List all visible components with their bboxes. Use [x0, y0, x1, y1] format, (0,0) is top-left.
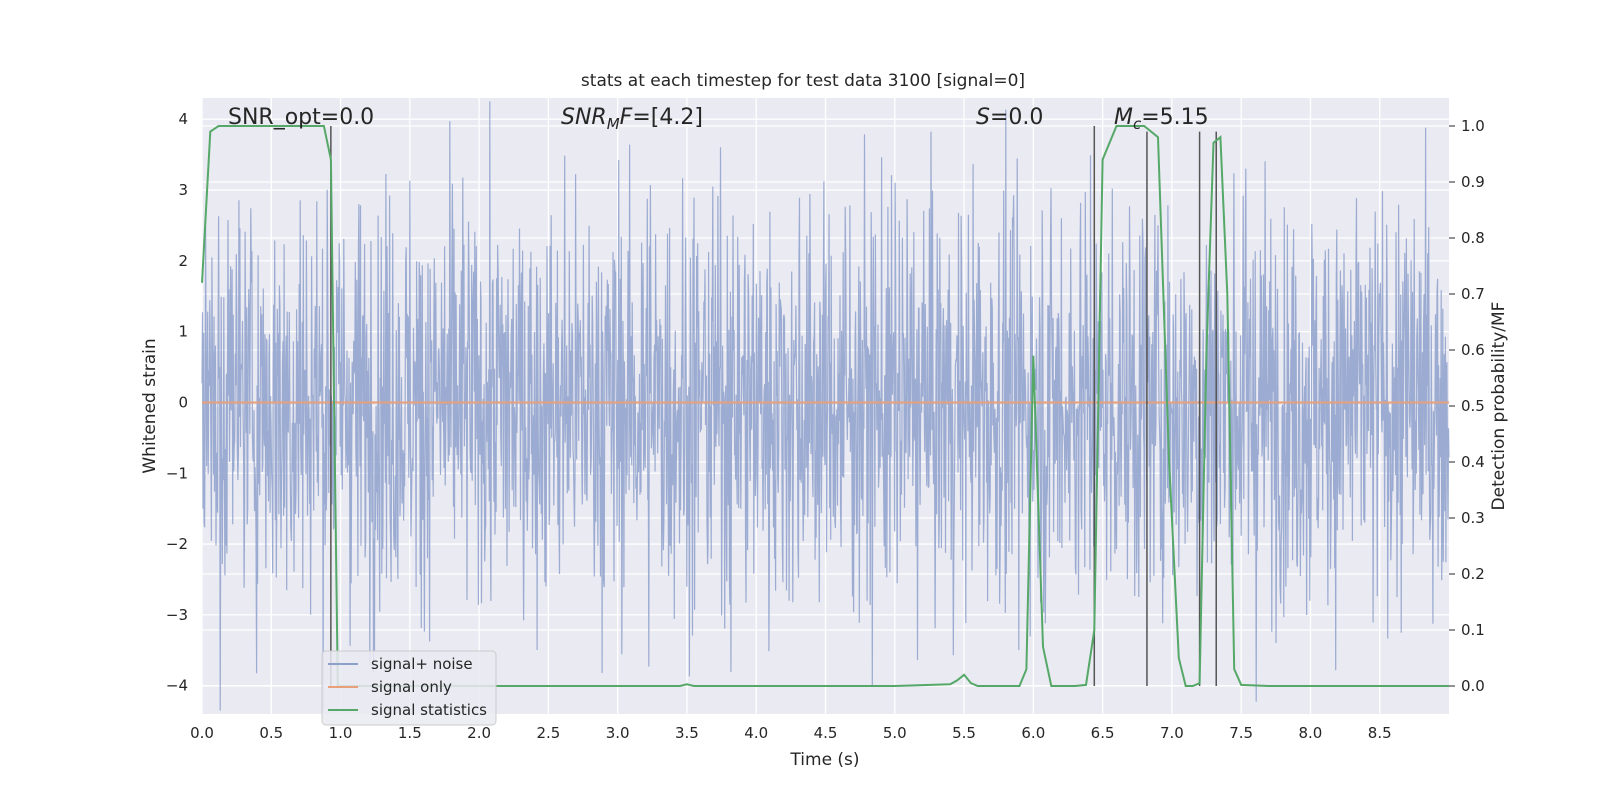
legend-label-signal-noise: signal+ noise	[371, 655, 473, 673]
x-tick-label: 7.5	[1229, 724, 1253, 742]
x-tick-label: 5.0	[883, 724, 907, 742]
y-right-tick-labels: 1.0 0.9 0.8 0.7 0.6 0.5 0.4 0.3 0.2 0.1 0.0	[1449, 117, 1485, 695]
y-tick-label: 3	[178, 181, 188, 199]
y-right-tick-label: 0.9	[1461, 173, 1485, 191]
x-tick-label: 6.0	[1021, 724, 1045, 742]
x-tick-label: 0.0	[190, 724, 214, 742]
x-axis-label: Time (s)	[789, 750, 859, 770]
x-tick-label: 5.5	[952, 724, 976, 742]
x-tick-labels: 0.0 0.5 1.0 1.5 2.0 2.5 3.0 3.5 4.0 4.5 5.0 5.5 6.0 6…	[190, 724, 1392, 742]
legend-label-signal-only: signal only	[371, 678, 452, 696]
y-tick-labels: 4 3 2 1 0 −1 −2 −3 −4	[166, 110, 188, 694]
y-right-tick-label: 0.7	[1461, 285, 1485, 303]
y-tick-label: −2	[166, 535, 188, 553]
x-tick-label: 0.5	[259, 724, 283, 742]
series-signal-noise	[201, 101, 1450, 711]
y-right-tick-label: 0.3	[1461, 509, 1485, 527]
annotation-mc: Mc=5.15	[1114, 105, 1209, 133]
annotation-s-symbol: S	[976, 105, 990, 130]
annotation-snr-mf-symbol: SNR	[561, 105, 607, 130]
x-tick-label: 7.0	[1160, 724, 1184, 742]
legend: signal+ noise signal only signal statist…	[321, 650, 497, 726]
y-tick-label: 4	[178, 110, 188, 128]
annotation-mc-symbol: M	[1114, 105, 1133, 130]
y-right-tick-label: 1.0	[1461, 117, 1485, 135]
x-tick-label: 2.5	[536, 724, 560, 742]
y-right-tick-label: 0.4	[1461, 453, 1485, 471]
annotation-snr-mf-value: =[4.2]	[632, 105, 703, 130]
y-right-tick-label: 0.5	[1461, 397, 1485, 415]
x-tick-label: 6.5	[1091, 724, 1115, 742]
vertical-markers	[330, 126, 1217, 686]
legend-box	[321, 650, 497, 726]
y-right-tick-label: 0.6	[1461, 341, 1485, 359]
y-right-tick-label: 0.0	[1461, 677, 1485, 695]
annotation-s: S=0.0	[976, 105, 1043, 130]
y-tick-label: 0	[178, 393, 188, 411]
annotation-mc-subscript: c	[1133, 115, 1142, 133]
x-tick-label: 4.5	[814, 724, 838, 742]
x-tick-label: 2.0	[467, 724, 491, 742]
legend-label-signal-statistics: signal statistics	[371, 701, 487, 719]
y-right-tick-label: 0.1	[1461, 621, 1485, 639]
y-right-axis-label: Detection probability/MF	[1489, 302, 1509, 511]
x-tick-label: 1.5	[398, 724, 422, 742]
annotation-mc-value: =5.15	[1141, 105, 1208, 130]
y-axis-label: Whitened strain	[140, 338, 160, 473]
y-tick-label: 2	[178, 252, 188, 270]
annotation-snr-mf: SNRMF=[4.2]	[561, 105, 703, 133]
noise-trace	[201, 101, 1450, 711]
y-tick-label: −3	[166, 606, 188, 624]
annotation-s-value: =0.0	[990, 105, 1043, 130]
x-tick-label: 8.0	[1299, 724, 1323, 742]
y-right-tick-label: 0.8	[1461, 229, 1485, 247]
x-tick-label: 8.5	[1368, 724, 1392, 742]
y-tick-label: −1	[166, 464, 188, 482]
x-tick-label: 3.0	[606, 724, 630, 742]
annotation-snr-opt: SNR_opt=0.0	[228, 105, 374, 130]
x-tick-label: 1.0	[329, 724, 353, 742]
annotation-snr-mf-rest: F	[620, 105, 633, 130]
x-tick-label: 4.0	[744, 724, 768, 742]
y-tick-label: 1	[178, 323, 188, 341]
chart-title: stats at each timestep for test data 310…	[581, 71, 1025, 91]
x-tick-label: 3.5	[675, 724, 699, 742]
y-tick-label: −4	[166, 677, 188, 695]
annotation-snr-mf-subscript: M	[607, 115, 620, 133]
y-right-tick-label: 0.2	[1461, 565, 1485, 583]
